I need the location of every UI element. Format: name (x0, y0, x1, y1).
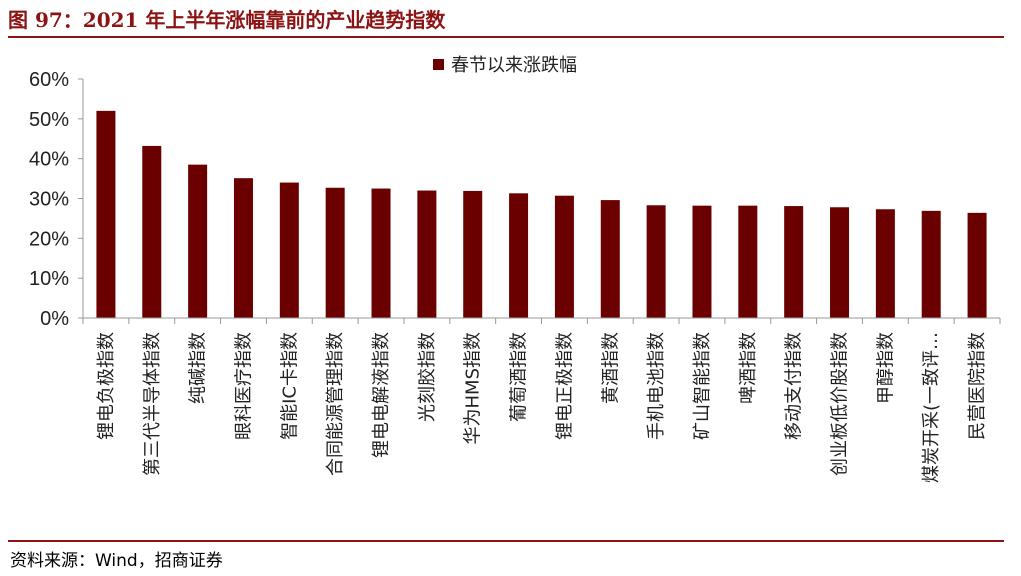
category-label: 手机电池指数 (646, 332, 667, 440)
bar (417, 190, 437, 318)
y-tick-label: 60% (29, 69, 69, 91)
category-label: 眼科医疗指数 (233, 332, 254, 440)
bar (738, 205, 758, 318)
bars (96, 110, 987, 318)
category-label: 创业板低价股指数 (830, 332, 851, 476)
y-tick-label: 10% (29, 268, 69, 290)
bar (646, 205, 666, 318)
figure-title: 图 97：2021 年上半年涨幅靠前的产业趋势指数 (8, 8, 446, 32)
y-tick-label: 50% (29, 109, 69, 131)
bar (325, 187, 345, 318)
bar (142, 145, 162, 318)
category-label: 合同能源管理指数 (325, 332, 346, 476)
legend-swatch (433, 59, 444, 70)
source-note: 资料来源：Wind，招商证券 (10, 551, 223, 571)
bar (279, 182, 299, 318)
y-axis: 0% 10% 20% 30% 40% 50% 60% (29, 69, 84, 330)
legend: 春节以来涨跌幅 (433, 55, 577, 76)
bar (96, 110, 116, 318)
bar (371, 188, 391, 318)
category-label: 华为HMS指数 (463, 332, 484, 445)
bar (875, 209, 895, 318)
category-labels: 锂电负极指数 第三代半导体指数 纯碱指数 眼科医疗指数 智能IC卡指数 合同能源管理指数 锂… (96, 332, 988, 483)
legend-label: 春节以来涨跌幅 (451, 55, 577, 76)
category-label: 啤酒指数 (738, 332, 759, 404)
category-label: 锂电负极指数 (96, 332, 117, 440)
category-label: 移动支付指数 (784, 332, 805, 440)
category-label: 锂电正极指数 (554, 332, 575, 440)
bar (600, 200, 620, 318)
category-label: 智能IC卡指数 (279, 332, 300, 440)
x-axis (82, 317, 1001, 324)
bar (784, 206, 804, 318)
category-label: 光刻胶指数 (417, 332, 438, 422)
footer-rule (8, 540, 1004, 542)
category-label: 纯碱指数 (188, 332, 209, 404)
category-label: 甲醇指数 (875, 332, 896, 404)
y-tick-label: 40% (29, 149, 69, 171)
category-label: 第三代半导体指数 (142, 332, 163, 476)
category-label: 民营医院指数 (967, 332, 988, 440)
bar (554, 195, 574, 318)
bar (509, 193, 529, 318)
category-label: 葡萄酒指数 (509, 332, 530, 422)
y-tick-label: 0% (40, 308, 69, 330)
title-rule (8, 36, 1004, 38)
category-label: 煤炭开采(一致评… (921, 332, 942, 483)
bar (233, 178, 253, 318)
category-label: 矿山智能指数 (692, 332, 713, 440)
bar (692, 205, 712, 318)
bar (921, 210, 941, 318)
bar (463, 190, 483, 318)
bar (830, 207, 850, 318)
bar (967, 212, 987, 318)
category-label: 黄酒指数 (600, 332, 621, 404)
y-tick-label: 20% (29, 228, 69, 250)
bar (188, 164, 208, 318)
category-label: 锂电电解液指数 (371, 332, 392, 458)
y-tick-label: 30% (29, 189, 69, 211)
